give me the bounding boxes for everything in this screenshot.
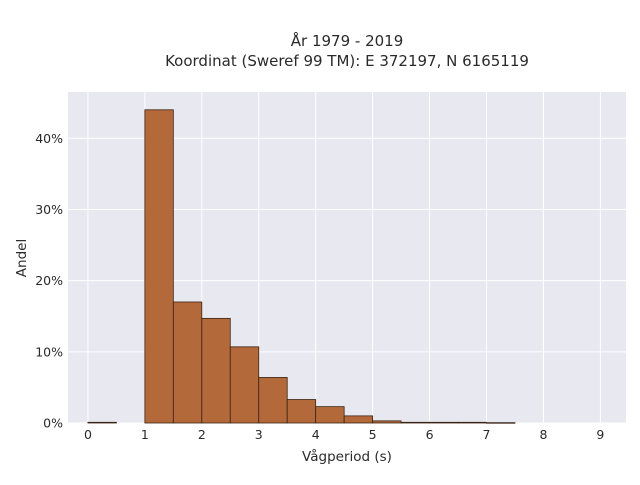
x-tick-label: 7 xyxy=(483,427,491,442)
y-tick-label: 30% xyxy=(35,202,63,217)
histogram-bar xyxy=(372,420,402,424)
y-tick-label: 0% xyxy=(43,416,63,431)
x-tick-label: 9 xyxy=(596,427,604,442)
x-tick-label: 3 xyxy=(255,427,263,442)
x-tick-label: 8 xyxy=(539,427,547,442)
x-tick-label: 0 xyxy=(84,427,92,442)
histogram-bars xyxy=(87,109,516,424)
histogram-bar xyxy=(457,421,487,424)
x-axis-label: Vågperiod (s) xyxy=(302,448,392,465)
chart-title-line-1: År 1979 - 2019 xyxy=(291,31,404,50)
chart-title-line-2: Koordinat (Sweref 99 TM): E 372197, N 61… xyxy=(165,52,529,70)
histogram-bar xyxy=(201,317,231,424)
histogram-bar xyxy=(486,422,516,424)
y-axis-ticks: 0% 10% 20% 30% 40% xyxy=(35,131,63,431)
x-tick-label: 4 xyxy=(312,427,320,442)
histogram-bar xyxy=(400,421,430,424)
histogram-bar xyxy=(144,109,174,424)
histogram-bar xyxy=(286,399,317,424)
x-tick-label: 6 xyxy=(426,427,434,442)
y-tick-label: 20% xyxy=(35,273,63,288)
x-tick-label: 2 xyxy=(198,427,206,442)
histogram-bar xyxy=(429,421,459,424)
histogram-bar xyxy=(343,415,374,424)
histogram-bar xyxy=(315,406,345,424)
y-tick-label: 40% xyxy=(35,131,63,146)
y-tick-label: 10% xyxy=(35,344,63,359)
x-tick-label: 1 xyxy=(141,427,149,442)
histogram-bar xyxy=(172,301,203,424)
histogram-bar xyxy=(87,421,117,424)
x-axis-ticks: 0 1 2 3 4 5 6 7 8 9 xyxy=(84,427,604,442)
y-axis-label: Andel xyxy=(14,239,30,277)
histogram-bar xyxy=(258,377,288,424)
x-tick-label: 5 xyxy=(369,427,377,442)
histogram-bar xyxy=(229,346,260,424)
